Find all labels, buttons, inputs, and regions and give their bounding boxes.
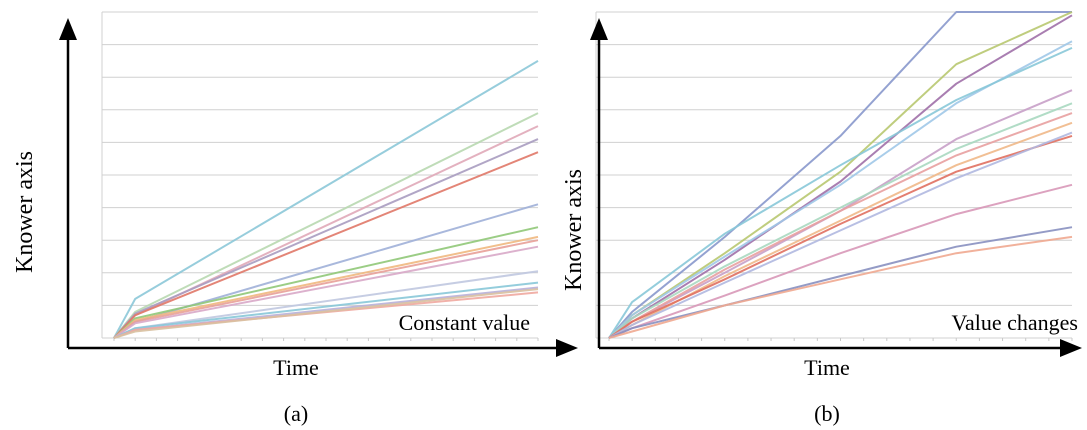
series-line <box>608 40 1073 339</box>
y-axis-arrowhead <box>59 18 77 40</box>
series-line <box>608 131 1073 339</box>
y-axis-arrowhead <box>590 18 608 40</box>
y-axis-label: Knower axis <box>561 169 587 291</box>
panel-annotation: Constant value <box>399 310 530 335</box>
series-line <box>608 226 1073 339</box>
series-layer <box>608 11 1073 339</box>
x-axis-arrowhead <box>1060 339 1082 357</box>
panel-b: Knower axis Time Value changes (b) <box>561 11 1082 426</box>
series-line <box>113 60 539 339</box>
panel-a: Knower axis Time Constant value (a) <box>12 11 578 426</box>
x-axis-label: Time <box>273 355 319 380</box>
series-line <box>608 46 1073 339</box>
x-axis-label: Time <box>804 355 850 380</box>
y-axis-label: Knower axis <box>12 151 38 273</box>
panel-annotation: Value changes <box>952 310 1078 335</box>
series-line <box>608 134 1073 339</box>
grid <box>101 11 539 341</box>
series-line <box>608 235 1073 339</box>
series-layer <box>113 60 539 339</box>
series-line <box>608 14 1073 339</box>
series-line <box>608 11 1072 339</box>
series-line <box>113 245 539 339</box>
panel-label: (a) <box>284 401 308 426</box>
x-axis-arrowhead <box>556 339 578 357</box>
series-line <box>608 102 1073 339</box>
series-line <box>113 288 539 339</box>
grid <box>595 11 1073 341</box>
panel-label: (b) <box>814 401 840 426</box>
